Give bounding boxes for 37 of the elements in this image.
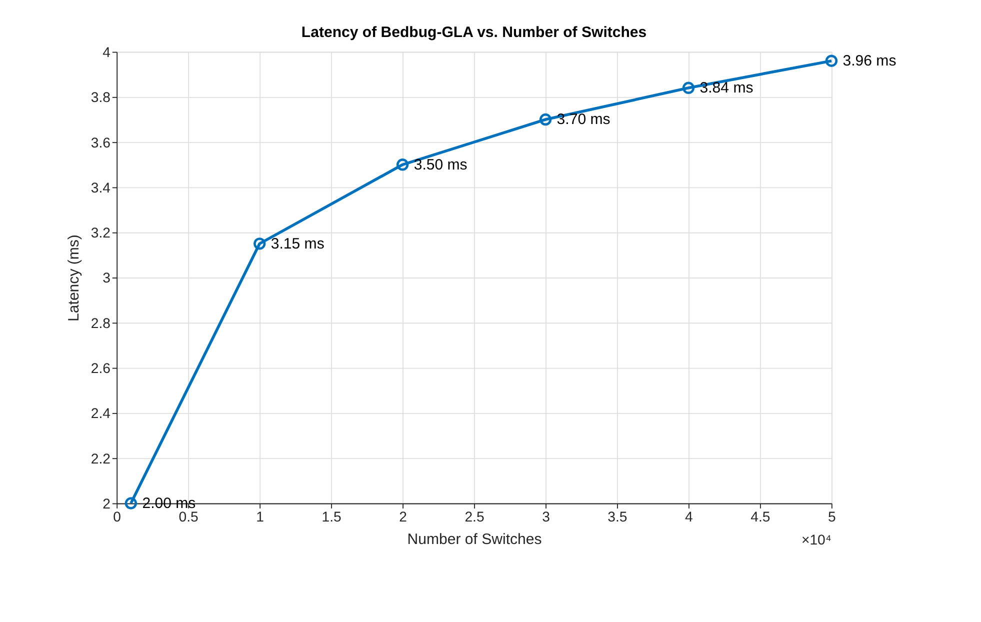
x-tick-label: 1.5 (322, 508, 342, 525)
point (124, 497, 138, 510)
x-tick-label: 3.5 (608, 508, 628, 525)
point (539, 113, 552, 126)
x-tick-label: 4.5 (750, 508, 770, 525)
x-tick-label: 2.5 (464, 508, 484, 525)
y-tick-label: 3.2 (90, 224, 111, 241)
y-tick-label: 3 (102, 270, 111, 286)
data-label: 3.15 ms (270, 235, 324, 252)
data-label: 3.96 ms (842, 52, 896, 70)
x-tick-label: 0.5 (178, 508, 199, 525)
point (253, 238, 266, 250)
data-label: 3.70 ms (556, 111, 610, 128)
data-label: 3.84 ms (700, 80, 754, 97)
point (682, 82, 695, 94)
y-tick-label: 3.4 (90, 179, 111, 196)
point (396, 158, 409, 171)
text: ×10⁴ (801, 532, 832, 548)
y-tick-label: 3.6 (90, 134, 111, 150)
y-tick-label: 2 (102, 495, 111, 512)
point (825, 54, 838, 67)
y-tick-label: 2.6 (90, 360, 111, 376)
x-tick-label: 2 (399, 508, 408, 525)
x-axis-title: Number of Switches (407, 531, 542, 548)
x-tick-label: 3 (542, 508, 550, 525)
chart-title: Latency of Bedbug-GLA vs. Number of Switches (301, 24, 647, 41)
x-tick-label: 5 (828, 508, 836, 525)
y-tick-label: 4 (102, 44, 111, 60)
x-tick-label: 4 (685, 508, 694, 525)
y-tick-label: 2.8 (90, 314, 111, 331)
y-tick-label: 2.2 (90, 450, 111, 466)
y-tick-label: 3.8 (90, 89, 111, 106)
data-label: 3.50 ms (414, 156, 468, 174)
y-axis-title: Latency (ms) (66, 234, 83, 322)
x-tick-label: 1 (256, 508, 264, 525)
x-tick-label: 0 (113, 508, 122, 525)
y-tick-label: 2.4 (90, 405, 111, 422)
